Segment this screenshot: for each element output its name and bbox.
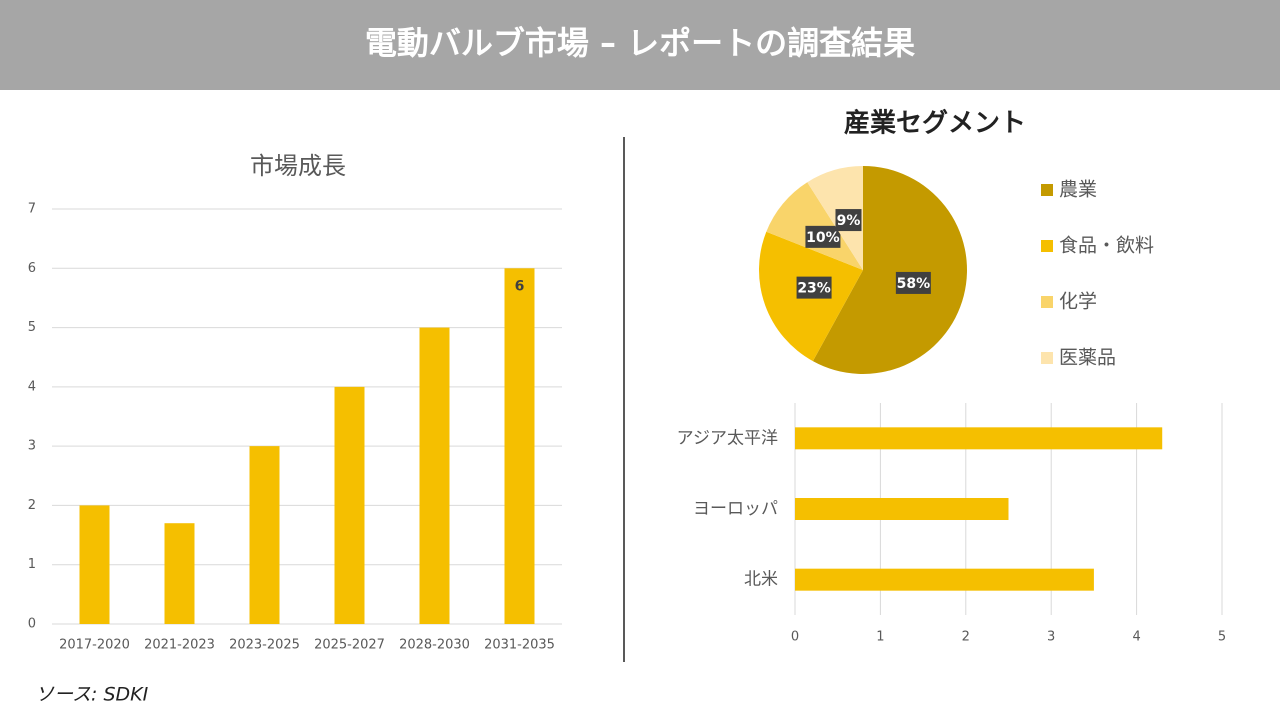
x-tick-label: 3 — [1047, 630, 1055, 645]
pie-slice — [807, 166, 863, 270]
label-box — [805, 225, 841, 248]
bar — [795, 498, 1009, 520]
y-tick-label: 6 — [28, 261, 36, 276]
legend-label: 化学 — [1059, 291, 1097, 313]
data-label: 10% — [806, 230, 840, 246]
y-tick-label: ヨーロッパ — [693, 499, 778, 519]
x-tick-label: 2025-2027 — [314, 638, 385, 653]
bar — [249, 446, 280, 624]
data-label: 9% — [837, 213, 861, 229]
bar — [334, 386, 365, 624]
legend-swatch — [1041, 352, 1053, 364]
y-tick-label: 1 — [28, 557, 36, 572]
data-label: 58% — [897, 276, 931, 292]
y-tick-label: 7 — [28, 202, 36, 217]
chart-title: 市場成長 — [250, 152, 346, 180]
x-tick-label: 2031-2035 — [484, 638, 555, 653]
x-tick-label: 2028-2030 — [399, 638, 470, 653]
y-tick-label: 0 — [28, 617, 36, 632]
x-tick-label: 2 — [962, 630, 970, 645]
y-tick-label: 3 — [28, 439, 36, 454]
label-box — [895, 271, 931, 294]
y-tick-label: 2 — [28, 498, 36, 513]
legend-swatch — [1041, 184, 1053, 196]
pie-slice — [812, 166, 967, 374]
x-tick-label: 2017-2020 — [59, 638, 130, 653]
bar — [419, 327, 450, 624]
bar — [164, 523, 195, 624]
x-tick-label: 2023-2025 — [229, 638, 300, 653]
legend-label: 医薬品 — [1059, 347, 1116, 369]
y-tick-label: 4 — [28, 379, 36, 394]
y-tick-label: 5 — [28, 320, 36, 335]
legend-label: 農業 — [1059, 179, 1097, 201]
data-label: 23% — [797, 281, 831, 297]
bar — [504, 268, 535, 624]
header-band — [0, 0, 1280, 90]
data-label: 6 — [515, 278, 525, 294]
bar — [795, 427, 1163, 450]
x-tick-label: 5 — [1218, 630, 1226, 645]
bar — [795, 568, 1094, 591]
label-box — [796, 276, 832, 299]
x-tick-label: 0 — [791, 630, 799, 645]
y-tick-label: アジア太平洋 — [677, 428, 778, 448]
legend-swatch — [1041, 240, 1053, 252]
legend-label: 食品・飲料 — [1059, 235, 1154, 257]
page-title: 電動バルブ市場 – レポートの調査結果 — [365, 24, 915, 62]
y-tick-label: 北米 — [744, 570, 778, 590]
x-tick-label: 4 — [1132, 630, 1140, 645]
legend-swatch — [1041, 296, 1053, 308]
x-tick-label: 1 — [876, 630, 884, 645]
label-box — [835, 209, 862, 232]
bar — [79, 505, 110, 624]
source: ソース: SDKI — [35, 684, 149, 706]
chart-title: 産業セグメント — [844, 108, 1026, 139]
x-tick-label: 2021-2023 — [144, 638, 215, 653]
